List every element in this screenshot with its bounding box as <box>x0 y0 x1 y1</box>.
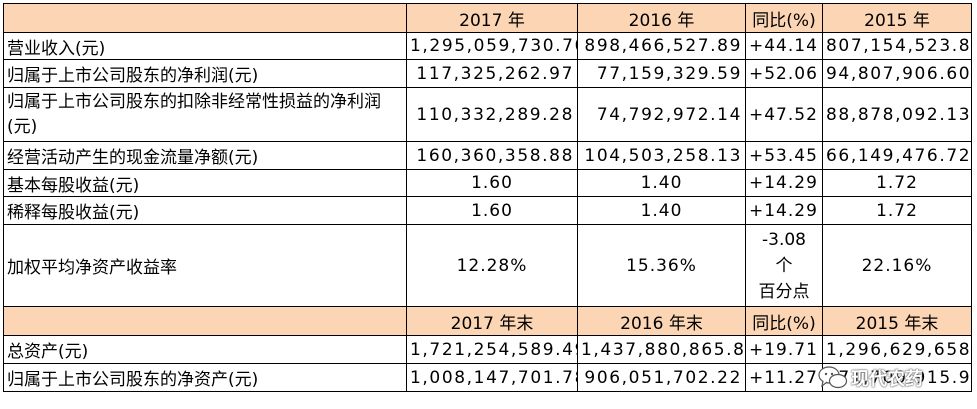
header-2016-end: 2016 年末 <box>577 306 746 336</box>
value-2015: 1.72 <box>822 169 972 197</box>
header-blank <box>3 306 407 336</box>
header-blank <box>3 3 407 33</box>
header-yoy: 同比(%) <box>745 306 823 336</box>
value-2015: 471,709,915.94 <box>822 363 972 392</box>
yoy-line: 百分点 <box>758 281 810 302</box>
value-2017: 1.60 <box>406 196 578 225</box>
year-end-header-row: 2017 年末 2016 年末 同比(%) 2015 年末 <box>3 306 972 336</box>
value-2015: 22.16% <box>822 224 972 307</box>
watermark: 现代农药 <box>818 358 923 398</box>
value-yoy: -3.08 个 百分点 <box>745 224 823 307</box>
value-2017: 12.28% <box>406 224 578 307</box>
value-yoy: +19.71 <box>745 335 823 364</box>
value-yoy: +11.27 <box>745 363 823 392</box>
table-row: 总资产(元) 1,721,254,589.49 1,437,880,865.84… <box>3 335 972 364</box>
watermark-text: 现代农药 <box>851 369 923 390</box>
value-2016: 906,051,702.22 <box>577 363 746 392</box>
value-2017: 1,295,059,730.70 <box>406 32 578 60</box>
financial-summary-table: 2017 年 2016 年 同比(%) 2015 年 营业收入(元) 1,295… <box>3 3 972 392</box>
yoy-line: 个 <box>775 255 793 276</box>
row-label: 归属于上市公司股东的净资产(元) <box>3 363 407 392</box>
table-row: 归属于上市公司股东的净利润(元) 117,325,262.97 77,159,3… <box>3 59 972 88</box>
value-2016: 77,159,329.59 <box>577 59 746 88</box>
value-yoy: +14.29 <box>745 196 823 225</box>
yoy-line: -3.08 <box>762 229 806 250</box>
table-row: 经营活动产生的现金流量净额(元) 160,360,358.88 104,503,… <box>3 141 972 170</box>
value-2017: 160,360,358.88 <box>406 141 578 170</box>
table-row: 基本每股收益(元) 1.60 1.40 +14.29 1.72 <box>3 169 972 197</box>
row-label: 总资产(元) <box>3 335 407 364</box>
row-label: 归属于上市公司股东的净利润(元) <box>3 59 407 88</box>
value-2016: 74,792,972.14 <box>577 87 746 142</box>
header-2017-end: 2017 年末 <box>406 306 578 336</box>
row-label: 归属于上市公司股东的扣除非经常性损益的净利润(元) <box>3 87 407 142</box>
wechat-icon <box>818 365 848 391</box>
year-header-row: 2017 年 2016 年 同比(%) 2015 年 <box>3 3 972 33</box>
value-yoy: +47.52 <box>745 87 823 142</box>
value-2015: 66,149,476.72 <box>822 141 972 170</box>
row-label: 稀释每股收益(元) <box>3 196 407 225</box>
value-2017: 117,325,262.97 <box>406 59 578 88</box>
value-2016: 1.40 <box>577 169 746 197</box>
value-2015: 1.72 <box>822 196 972 225</box>
value-2017: 1,721,254,589.49 <box>406 335 578 364</box>
value-2016: 1,437,880,865.84 <box>577 335 746 364</box>
header-yoy: 同比(%) <box>745 3 823 33</box>
header-2015: 2015 年 <box>822 3 972 33</box>
value-2017: 1,008,147,701.78 <box>406 363 578 392</box>
value-2015: 88,878,092.13 <box>822 87 972 142</box>
value-2016: 15.36% <box>577 224 746 307</box>
value-2015: 94,807,906.60 <box>822 59 972 88</box>
value-2017: 1.60 <box>406 169 578 197</box>
table-row: 加权平均净资产收益率 12.28% 15.36% -3.08 个 百分点 22.… <box>3 224 972 307</box>
table-row: 营业收入(元) 1,295,059,730.70 898,466,527.89 … <box>3 32 972 60</box>
value-2015: 1,296,629,658.74 <box>822 335 972 364</box>
row-label: 经营活动产生的现金流量净额(元) <box>3 141 407 170</box>
header-2016: 2016 年 <box>577 3 746 33</box>
value-2016: 104,503,258.13 <box>577 141 746 170</box>
value-2016: 1.40 <box>577 196 746 225</box>
row-label: 营业收入(元) <box>3 32 407 60</box>
value-2017: 110,332,289.28 <box>406 87 578 142</box>
row-label: 加权平均净资产收益率 <box>3 224 407 307</box>
value-2016: 898,466,527.89 <box>577 32 746 60</box>
value-yoy: +44.14 <box>745 32 823 60</box>
row-label: 基本每股收益(元) <box>3 169 407 197</box>
header-2017: 2017 年 <box>406 3 578 33</box>
table-row: 归属于上市公司股东的扣除非经常性损益的净利润(元) 110,332,289.28… <box>3 87 972 142</box>
value-yoy: +52.06 <box>745 59 823 88</box>
header-2015-end: 2015 年末 <box>822 306 972 336</box>
value-2015: 807,154,523.85 <box>822 32 972 60</box>
table-row: 归属于上市公司股东的净资产(元) 1,008,147,701.78 906,05… <box>3 363 972 392</box>
table-row: 稀释每股收益(元) 1.60 1.40 +14.29 1.72 <box>3 196 972 225</box>
value-yoy: +14.29 <box>745 169 823 197</box>
value-yoy: +53.45 <box>745 141 823 170</box>
